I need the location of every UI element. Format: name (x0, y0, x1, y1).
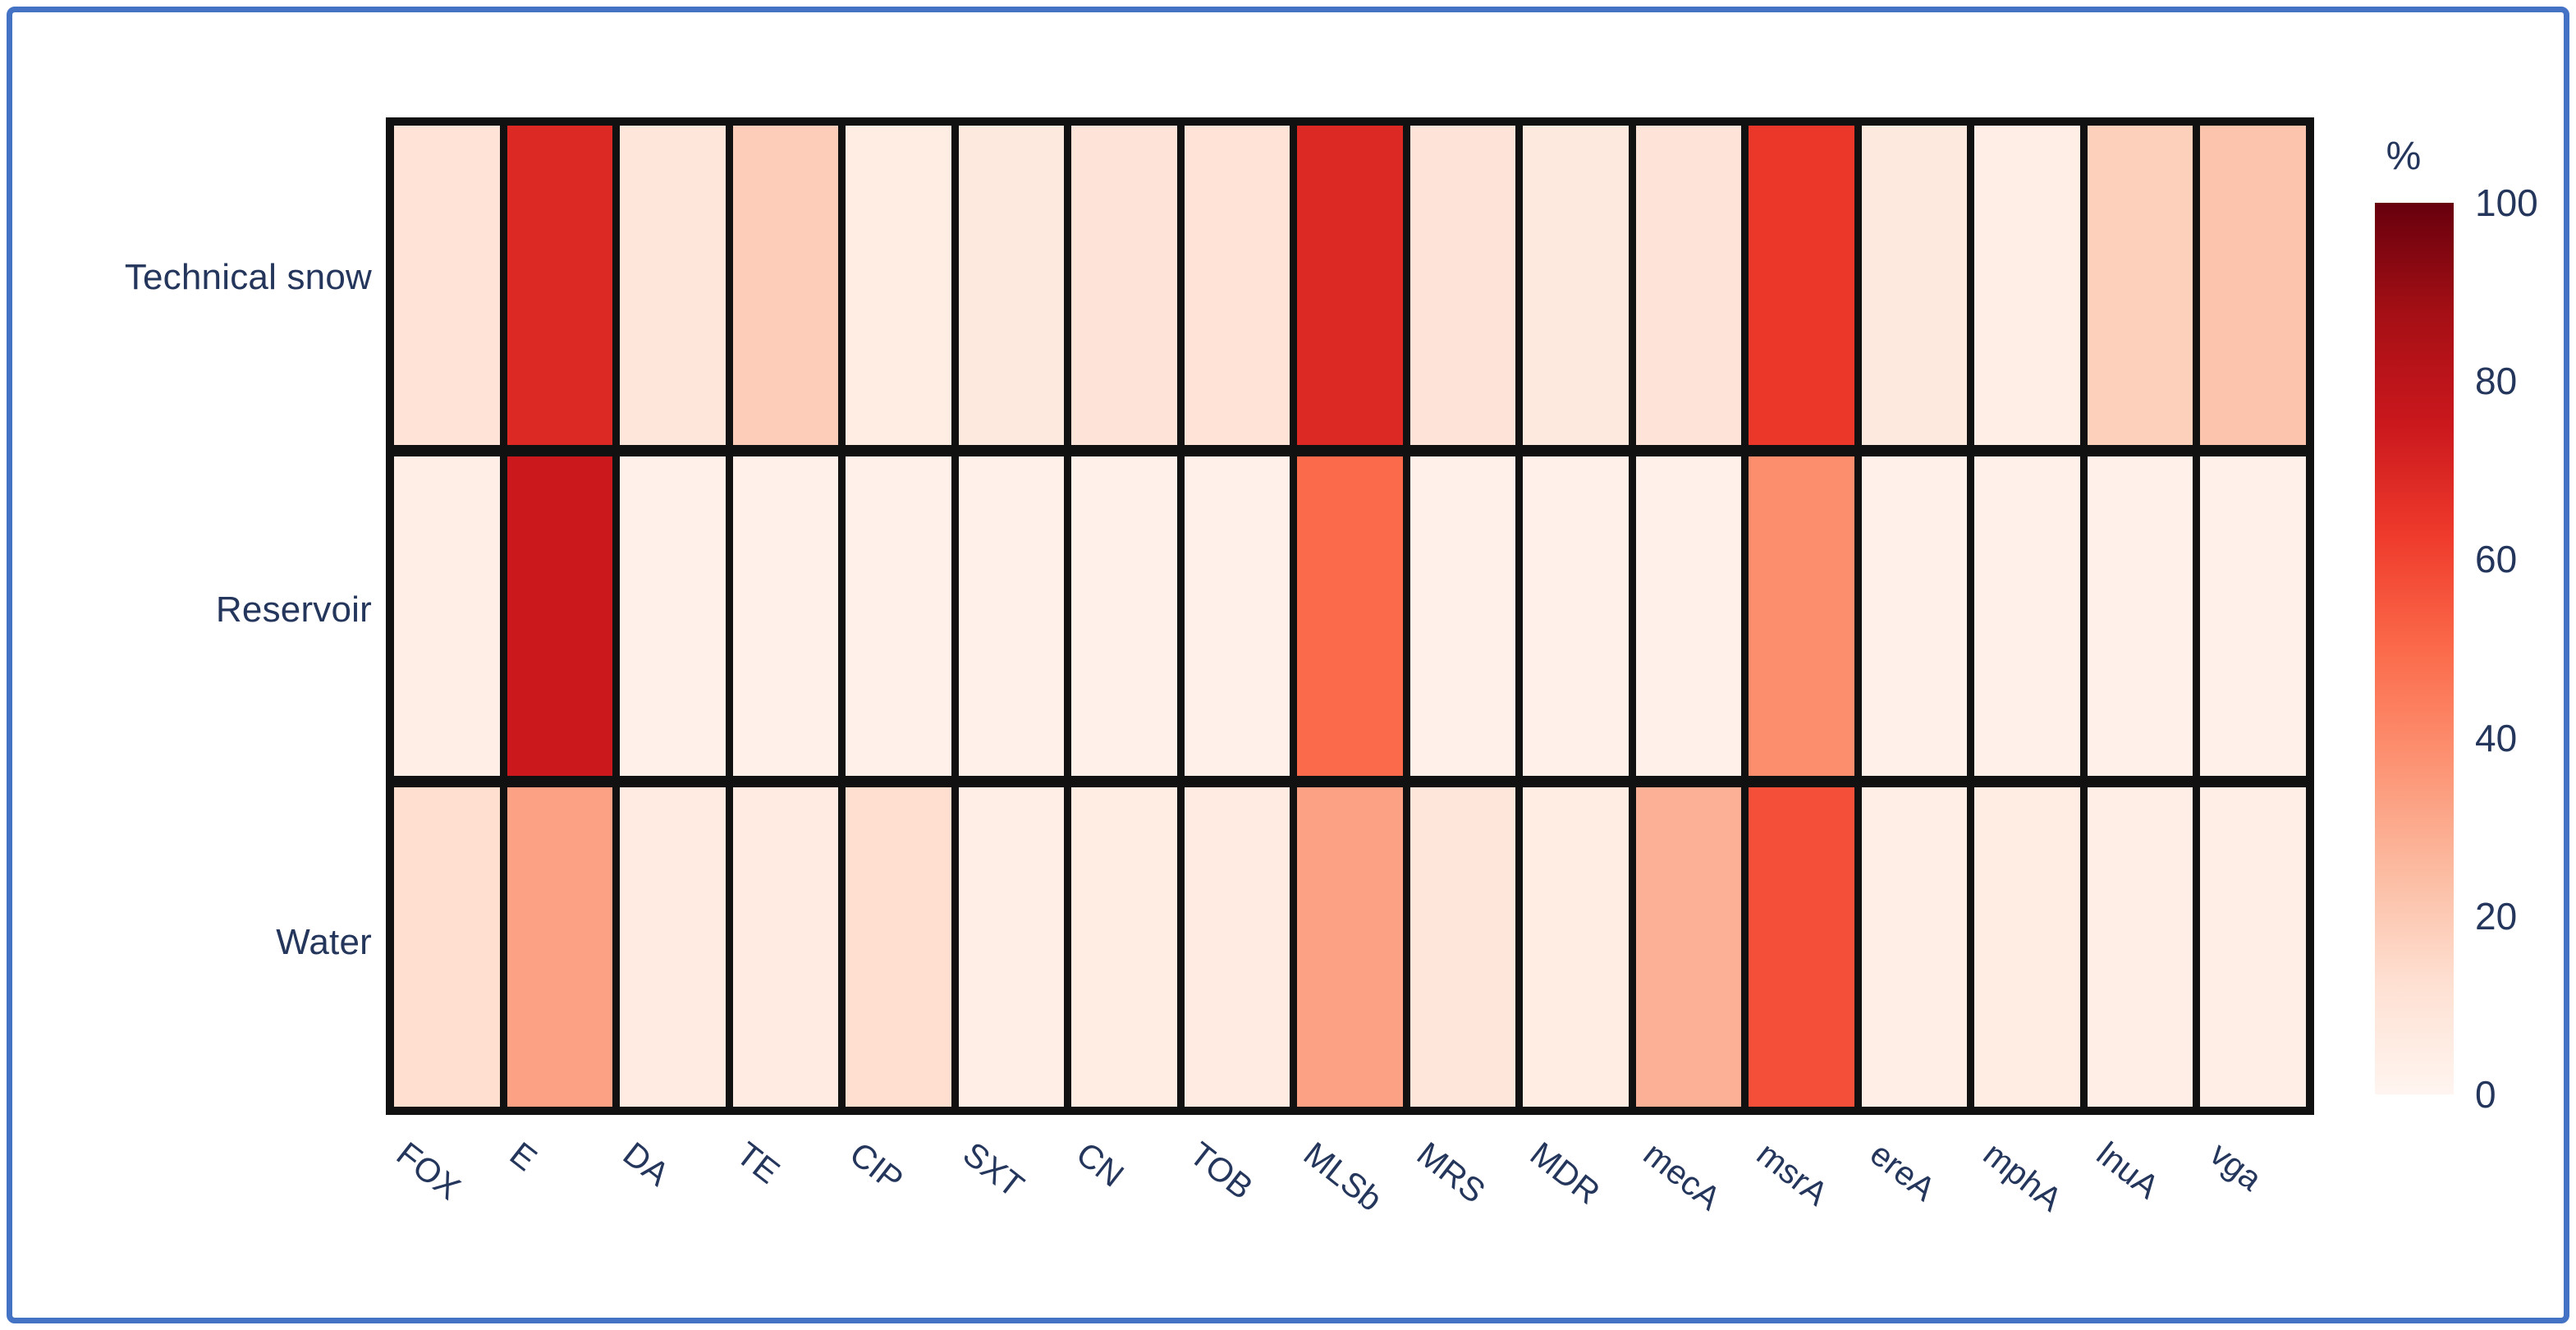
heatmap-cell (1974, 787, 2080, 1107)
heatmap-cell (1071, 126, 1177, 445)
heatmap-cell (1635, 787, 1742, 1107)
heatmap-cell (620, 787, 726, 1107)
heatmap-cell (1409, 787, 1516, 1107)
heatmap-cell (506, 456, 613, 776)
col-label: FOX (389, 1135, 468, 1208)
heatmap-cell (732, 126, 839, 445)
heatmap-cell (506, 787, 613, 1107)
col-label: TOB (1183, 1135, 1261, 1207)
heatmap-cell (1749, 126, 1854, 445)
heatmap-cell (1297, 456, 1403, 776)
col-label: msrA (1749, 1135, 1836, 1213)
heatmap-cell (2087, 126, 2193, 445)
row-label: Technical snow (124, 256, 372, 297)
heatmap-cell (1071, 787, 1177, 1107)
heatmap-grid (386, 117, 2314, 1115)
heatmap-cell (1071, 456, 1177, 776)
heatmap-cell (2200, 456, 2306, 776)
heatmap-cell (1297, 126, 1403, 445)
heatmap-cell (1974, 126, 2080, 445)
heatmap-cell (1523, 456, 1629, 776)
heatmap-cell (394, 787, 500, 1107)
col-label: MDR (1523, 1135, 1607, 1212)
colorbar-tick-label: 20 (2475, 894, 2518, 938)
colorbar-gradient (2375, 203, 2454, 1094)
heatmap-cell (506, 126, 613, 445)
heatmap-cell (958, 456, 1065, 776)
heatmap-cell (1635, 126, 1742, 445)
heatmap-cell (394, 126, 500, 445)
col-label: vga (2202, 1135, 2270, 1198)
heatmap-cell (1184, 126, 1290, 445)
col-label: CN (1070, 1135, 1132, 1195)
col-label: CIP (842, 1135, 911, 1199)
heatmap-cell (846, 456, 951, 776)
heatmap-cell (1861, 126, 1968, 445)
heatmap-cell (958, 126, 1065, 445)
heatmap-cell (2200, 126, 2306, 445)
heatmap-cell (1749, 456, 1854, 776)
heatmap-cell (1409, 456, 1516, 776)
heatmap-cell (620, 456, 726, 776)
col-label: mphA (1976, 1135, 2070, 1219)
colorbar-tick-label: 40 (2475, 716, 2518, 759)
heatmap-cell (732, 456, 839, 776)
heatmap-cell (958, 787, 1065, 1107)
col-label: TE (729, 1135, 787, 1191)
colorbar-unit-label: % (2386, 135, 2422, 178)
heatmap-cell (1297, 787, 1403, 1107)
col-label: DA (616, 1135, 677, 1194)
colorbar-tick-label: 60 (2475, 538, 2518, 581)
col-label: SXT (956, 1135, 1032, 1205)
heatmap-cell (846, 787, 951, 1107)
heatmap-cell (732, 787, 839, 1107)
heatmap-cell (1184, 456, 1290, 776)
colorbar-tick-label: 80 (2475, 360, 2518, 403)
heatmap-cell (1409, 126, 1516, 445)
heatmap-cell (1749, 787, 1854, 1107)
heatmap-cell (620, 126, 726, 445)
row-label: Reservoir (215, 589, 372, 630)
heatmap-cell (1861, 787, 1968, 1107)
row-label: Water (276, 921, 372, 962)
heatmap-cell (1974, 456, 2080, 776)
col-label: lnuA (2089, 1135, 2166, 1206)
col-label: MRS (1409, 1135, 1492, 1211)
heatmap-cell (1523, 787, 1629, 1107)
colorbar-tick-label: 100 (2475, 181, 2538, 224)
colorbar-tick-label: 0 (2475, 1073, 2496, 1116)
heatmap-cell (1523, 126, 1629, 445)
heatmap-cell (2087, 787, 2193, 1107)
heatmap-cell (394, 456, 500, 776)
col-label: mecA (1636, 1135, 1728, 1218)
heatmap-cell (2087, 456, 2193, 776)
col-label: ereA (1863, 1135, 1943, 1208)
heatmap-cell (1635, 456, 1742, 776)
figure-frame: Technical snow Reservoir Water FOX E DA TE CIP… (7, 7, 2569, 1323)
heatmap-cell (1184, 787, 1290, 1107)
col-label: MLSb (1296, 1135, 1389, 1219)
heatmap-cell (2200, 787, 2306, 1107)
col-label: E (502, 1135, 544, 1179)
heatmap-cell (846, 126, 951, 445)
heatmap-cell (1861, 456, 1968, 776)
